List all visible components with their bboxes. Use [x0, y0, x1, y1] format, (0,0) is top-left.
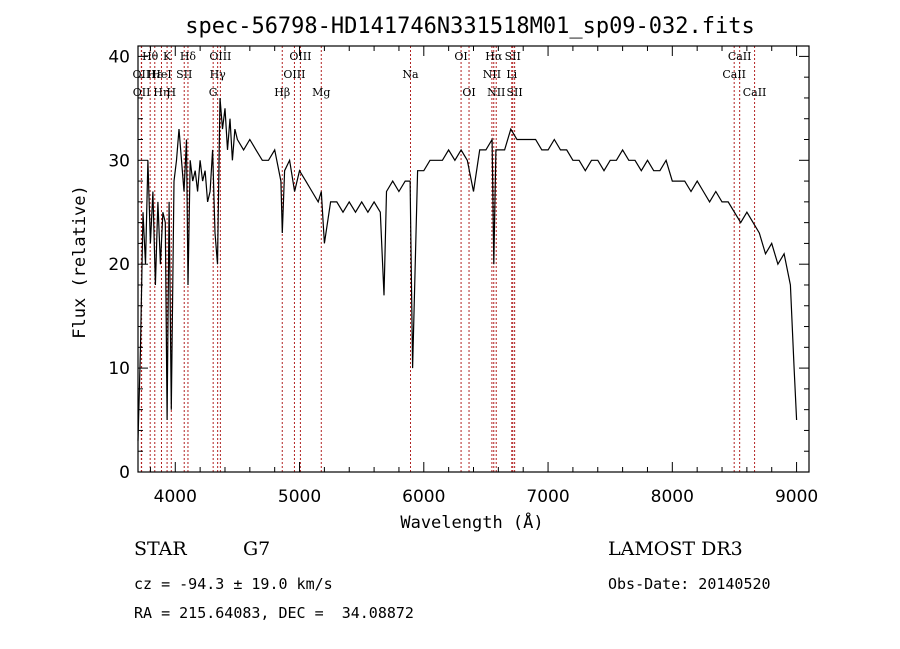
x-tick-label-2: 6000: [402, 487, 445, 507]
line-label-17: Na: [402, 68, 419, 81]
observation-date: Obs-Date: 20140520: [608, 575, 771, 593]
line-label-2: OII: [133, 86, 151, 99]
spectral-line-markers: [140, 46, 756, 472]
line-label-28: CaII: [743, 86, 767, 99]
spectrum-series-line: [137, 97, 798, 441]
line-label-26: CaII: [722, 68, 746, 81]
line-label-0: Hθ: [142, 50, 159, 63]
line-label-13: Hβ: [274, 86, 290, 99]
line-label-12: OIII: [209, 50, 231, 63]
y-tick-label-3: 30: [108, 151, 130, 171]
y-tick-label-4: 40: [108, 47, 130, 67]
line-label-24: SII: [505, 50, 521, 63]
x-tick-label-4: 8000: [651, 487, 694, 507]
line-label-6: K: [163, 50, 172, 63]
x-axis-label: Wavelength (Å): [400, 511, 543, 533]
line-label-20: NII: [483, 68, 501, 81]
object-subclass: G7: [243, 538, 271, 560]
y-tick-label-1: 10: [108, 359, 130, 379]
line-label-15: OIII: [289, 50, 311, 63]
y-tick-label-0: 0: [119, 463, 130, 483]
x-axis-ticks: 4000 5000 6000 7000 8000 9000: [149, 46, 818, 507]
object-class: STAR: [134, 538, 187, 560]
y-tick-label-2: 20: [108, 255, 130, 275]
line-label-5: HeI: [151, 68, 171, 81]
plot-frame: [137, 45, 810, 473]
line-label-8: SII: [176, 68, 192, 81]
line-label-22: NII: [487, 86, 505, 99]
x-tick-label-1: 5000: [278, 487, 321, 507]
line-label-16: Mg: [312, 86, 330, 99]
x-tick-label-3: 7000: [526, 487, 569, 507]
line-label-11: Hγ: [210, 68, 227, 81]
line-label-14: OIII: [283, 68, 305, 81]
x-tick-label-5: 9000: [775, 487, 818, 507]
line-label-21: Hα: [485, 50, 503, 63]
line-label-19: OI: [462, 86, 475, 99]
line-label-7: H: [167, 86, 177, 99]
line-label-18: OI: [454, 50, 467, 63]
chart-title: spec-56798-HD141746N331518M01_sp09-032.f…: [185, 14, 755, 39]
y-axis-label: Flux (relative): [70, 185, 90, 339]
coordinates: RA = 215.64083, DEC = 34.08872: [134, 604, 414, 622]
line-label-27: CaII: [728, 50, 752, 63]
y-axis-ticks: 0 10 20 30 40: [108, 47, 809, 483]
line-label-4: Hη: [153, 86, 169, 99]
line-label-1: OII: [132, 68, 150, 81]
line-label-9: Hδ: [180, 50, 197, 63]
x-tick-label-0: 4000: [154, 487, 197, 507]
survey-name: LAMOST DR3: [608, 538, 743, 560]
line-label-25: SII: [507, 86, 523, 99]
line-label-23: Li: [506, 68, 517, 81]
line-label-10: G: [209, 86, 218, 99]
line-label-3: Hε: [147, 68, 163, 81]
spectral-line-labels: HθOIIOIIHεHηHeIKHSIIHδGHγOIIIHβOIIIOIIIM…: [132, 50, 766, 99]
redshift-velocity: cz = -94.3 ± 19.0 km/s: [134, 575, 333, 593]
